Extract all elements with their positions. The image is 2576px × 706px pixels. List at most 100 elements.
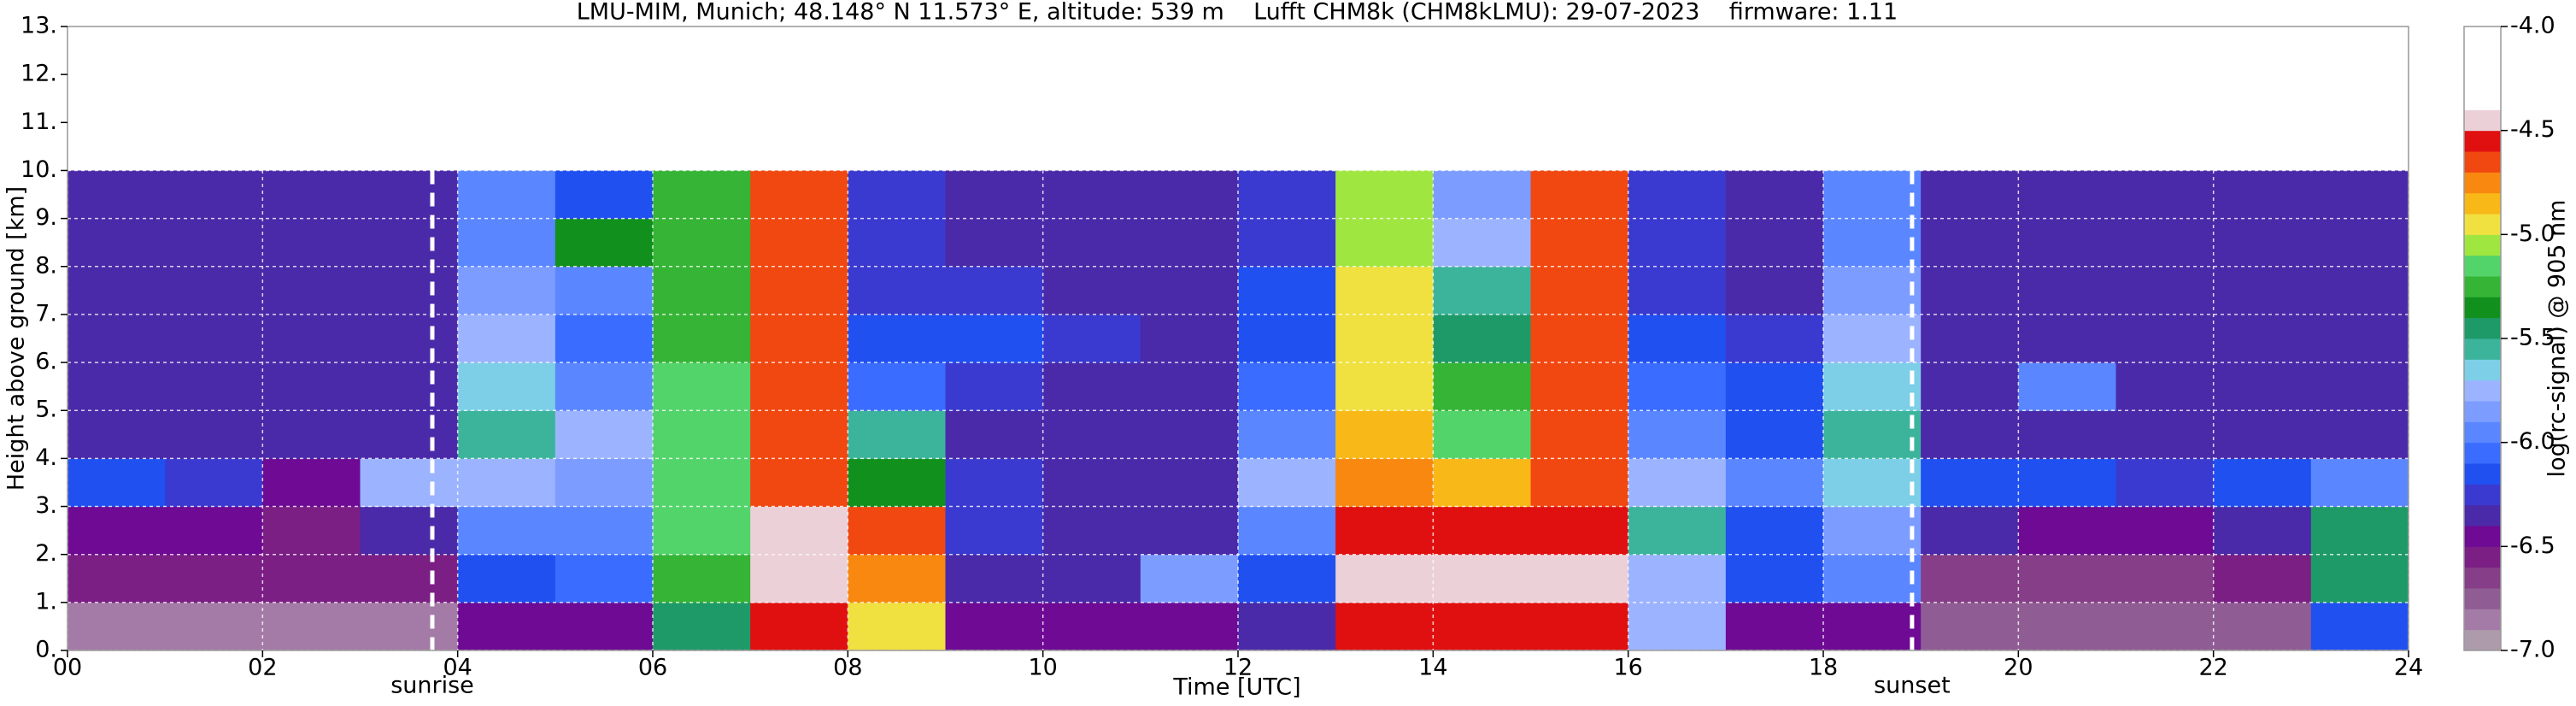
heatmap-cell (457, 170, 556, 220)
x-tick-label: 24 (2394, 655, 2423, 681)
heatmap-cell (1042, 458, 1141, 508)
colorbar-segment (2464, 214, 2501, 235)
heatmap-cell (2018, 362, 2116, 411)
heatmap-cell (1335, 458, 1434, 508)
heatmap-cell (750, 554, 848, 603)
heatmap-cell (848, 602, 946, 651)
heatmap-cell (1530, 362, 1629, 411)
heatmap-cell (2115, 218, 2215, 268)
colorbar-tick-label: -6.0 (2510, 428, 2555, 455)
heatmap-cell (1628, 602, 1727, 651)
heatmap-cell (457, 362, 556, 411)
heatmap-cell (1042, 602, 1141, 651)
heatmap-cell (67, 314, 166, 363)
heatmap-cell (2018, 554, 2116, 603)
heatmap-cell (1335, 266, 1434, 315)
colorbar-segment (2464, 130, 2501, 152)
heatmap-cell (360, 314, 459, 363)
heatmap-cell (750, 218, 848, 268)
heatmap-cell (1725, 554, 1824, 603)
heatmap-cell (1628, 170, 1727, 220)
heatmap-cell (2310, 362, 2409, 411)
heatmap-cell (1725, 362, 1824, 411)
heatmap-cell (750, 506, 848, 556)
heatmap-cell (555, 410, 654, 459)
colorbar-tick-label: -7.0 (2510, 637, 2555, 663)
x-tick-label: 02 (248, 655, 277, 681)
heatmap-cell (1921, 170, 2019, 220)
heatmap-cell (165, 218, 263, 268)
heatmap-cell (1238, 314, 1336, 363)
heatmap-cell (2213, 362, 2312, 411)
heatmap-cell (262, 314, 361, 363)
heatmap-cell (165, 554, 263, 603)
heatmap-cell (555, 170, 654, 220)
heatmap-cell (1530, 410, 1629, 459)
y-tick-label: 13. (21, 13, 57, 39)
y-tick-label: 7. (35, 300, 57, 327)
heatmap-cell (653, 602, 751, 651)
heatmap-cell (262, 602, 361, 651)
heatmap-cell (848, 506, 946, 556)
x-tick-label: 10 (1028, 655, 1057, 681)
heatmap-cell (1238, 410, 1336, 459)
heatmap-cell (1628, 218, 1727, 268)
heatmap-cell (2310, 410, 2409, 459)
y-tick-label: 2. (35, 540, 57, 567)
heatmap-cell (945, 506, 1044, 556)
heatmap-cell (1823, 266, 1922, 315)
heatmap-cell (750, 362, 848, 411)
y-tick-label: 1. (35, 588, 57, 615)
heatmap-cell (945, 266, 1044, 315)
heatmap-cell (1921, 314, 2019, 363)
heatmap-cell (555, 266, 654, 315)
heatmap-cell (2213, 458, 2312, 508)
heatmap-cell (1921, 410, 2019, 459)
heatmap-cell (848, 170, 946, 220)
heatmap-cell (262, 266, 361, 315)
heatmap-cell (1238, 362, 1336, 411)
heatmap-cell (653, 362, 751, 411)
x-tick-label: 14 (1418, 655, 1447, 681)
heatmap-cell (750, 170, 848, 220)
heatmap-cell (262, 554, 361, 603)
heatmap-cell (848, 218, 946, 268)
colorbar-tick-label: -5.0 (2510, 221, 2555, 247)
y-tick-label: 5. (35, 397, 57, 423)
heatmap-cell (1823, 506, 1922, 556)
heatmap-cell (457, 218, 556, 268)
heatmap-cell (750, 458, 848, 508)
heatmap-cell (1823, 218, 1922, 268)
heatmap-cell (1433, 602, 1531, 651)
heatmap-cell (945, 170, 1044, 220)
heatmap-cell (2310, 506, 2409, 556)
colorbar-segment (2464, 317, 2501, 339)
colorbar-segment (2464, 359, 2501, 381)
heatmap-cell (1140, 362, 1239, 411)
heatmap-cell (1335, 218, 1434, 268)
x-tick-label: 22 (2198, 655, 2227, 681)
heatmap-cell (1335, 506, 1434, 556)
heatmap-cell (165, 170, 263, 220)
colorbar-segment (2464, 463, 2501, 485)
heatmap-cell (2018, 266, 2116, 315)
heatmap-cell (2213, 602, 2312, 651)
heatmap-cell (653, 458, 751, 508)
colorbar-segment (2464, 255, 2501, 277)
y-tick-label: 11. (21, 109, 57, 135)
heatmap-cell (1042, 410, 1141, 459)
heatmap-cell (1238, 170, 1336, 220)
x-tick-label: 08 (833, 655, 862, 681)
heatmap-cell (2115, 362, 2215, 411)
heatmap-cell (1823, 458, 1922, 508)
heatmap-cell (2310, 602, 2409, 651)
heatmap-cell (555, 602, 654, 651)
heatmap-cell (2213, 170, 2312, 220)
heatmap-cell (1921, 218, 2019, 268)
heatmap-cell (1628, 314, 1727, 363)
heatmap-cell (165, 602, 263, 651)
heatmap-cell (750, 602, 848, 651)
heatmap-cell (2018, 458, 2116, 508)
heatmap-cell (1921, 602, 2019, 651)
heatmap-cell (2310, 218, 2409, 268)
